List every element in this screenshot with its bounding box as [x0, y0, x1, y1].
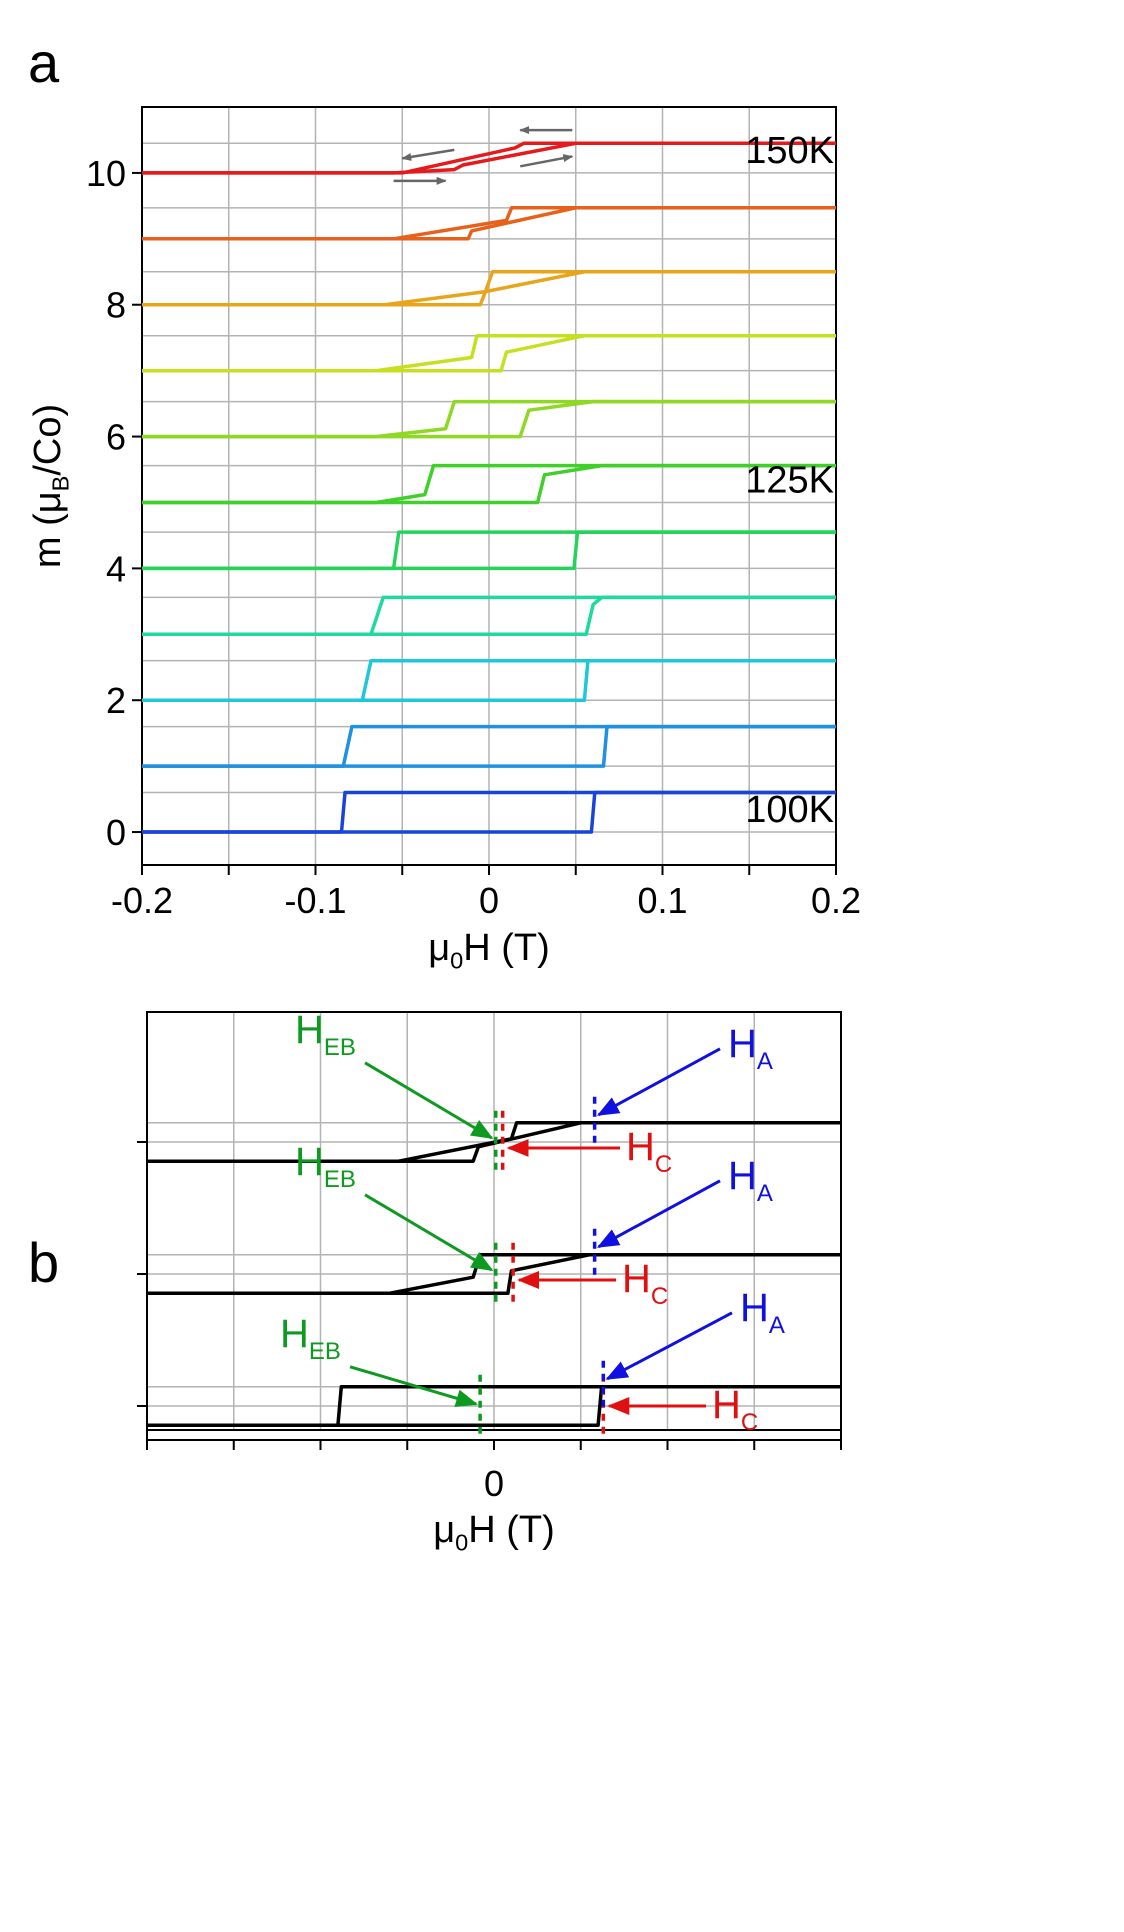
- panel-b-chart: 0 HEB HC HA HEB HC HA HEB HC HA μ0H (T): [137, 1008, 842, 1555]
- curve-label-150K: 150K: [745, 130, 834, 172]
- curve-label-125K: 125K: [745, 460, 834, 502]
- h-c-label: HC: [626, 1125, 672, 1178]
- loop-top-lower: [147, 1121, 841, 1163]
- y-tick-label: 8: [106, 285, 126, 326]
- h-c-label: HC: [712, 1383, 758, 1436]
- panel-label-a: a: [28, 31, 60, 94]
- panel-label-b: b: [28, 1231, 59, 1294]
- loop-132K-lower: [142, 333, 836, 373]
- h-eb-arrow: [364, 1061, 494, 1140]
- y-tick-label: 2: [106, 680, 126, 721]
- h-a-label: HA: [728, 1022, 773, 1075]
- loop-135K-lower: [142, 270, 836, 307]
- x-tick-label: -0.2: [111, 880, 173, 921]
- y-tick-label: 6: [106, 417, 126, 458]
- x-axis-label: μ0H (T): [428, 927, 550, 973]
- x-tick-label: 0.2: [811, 880, 861, 921]
- loop-110K-lower: [142, 658, 836, 702]
- y-axis-label: m (μB/Co): [27, 404, 73, 568]
- sweep-arrow: [519, 154, 574, 168]
- h-a-arrow: [596, 1047, 721, 1117]
- x-axis-label: μ0H (T): [433, 1509, 555, 1555]
- h-eb-label: HEB: [280, 1312, 341, 1365]
- loop-bottom-lower: [147, 1385, 841, 1427]
- loop-150K-lower: [142, 141, 836, 175]
- h-a-label: HA: [740, 1286, 785, 1339]
- x-tick-label: 0: [484, 1463, 504, 1504]
- loop-100K-lower: [142, 790, 836, 834]
- sweep-arrow: [401, 148, 455, 161]
- h-a-arrow: [605, 1311, 733, 1381]
- loop-140K-lower: [142, 206, 836, 241]
- h-a-label: HA: [728, 1154, 773, 1207]
- y-tick-label: 10: [86, 153, 126, 194]
- x-tick-label: -0.1: [284, 880, 346, 921]
- loop-115K-lower: [142, 595, 836, 637]
- h-eb-arrow: [349, 1365, 479, 1407]
- y-tick-label: 4: [106, 548, 126, 589]
- h-eb-arrow: [364, 1193, 494, 1272]
- h-a-arrow: [596, 1179, 721, 1249]
- loop-105K-lower: [142, 724, 836, 768]
- loop-130K-lower: [142, 399, 836, 439]
- y-tick-label: 0: [106, 812, 126, 853]
- panel-a-chart: -0.2 -0.1 0 0.1 0.2 0 2 4 6 8 10 150K 125K 100K μ0H (T…: [27, 106, 861, 973]
- loop-120K-lower: [142, 530, 836, 571]
- x-tick-label: 0: [479, 880, 499, 921]
- curve-label-100K: 100K: [745, 789, 834, 831]
- loop-125K-lower: [142, 463, 836, 505]
- h-c-label: HC: [622, 1257, 668, 1310]
- h-eb-label: HEB: [295, 1008, 356, 1061]
- h-eb-label: HEB: [295, 1140, 356, 1193]
- x-tick-label: 0.1: [637, 880, 687, 921]
